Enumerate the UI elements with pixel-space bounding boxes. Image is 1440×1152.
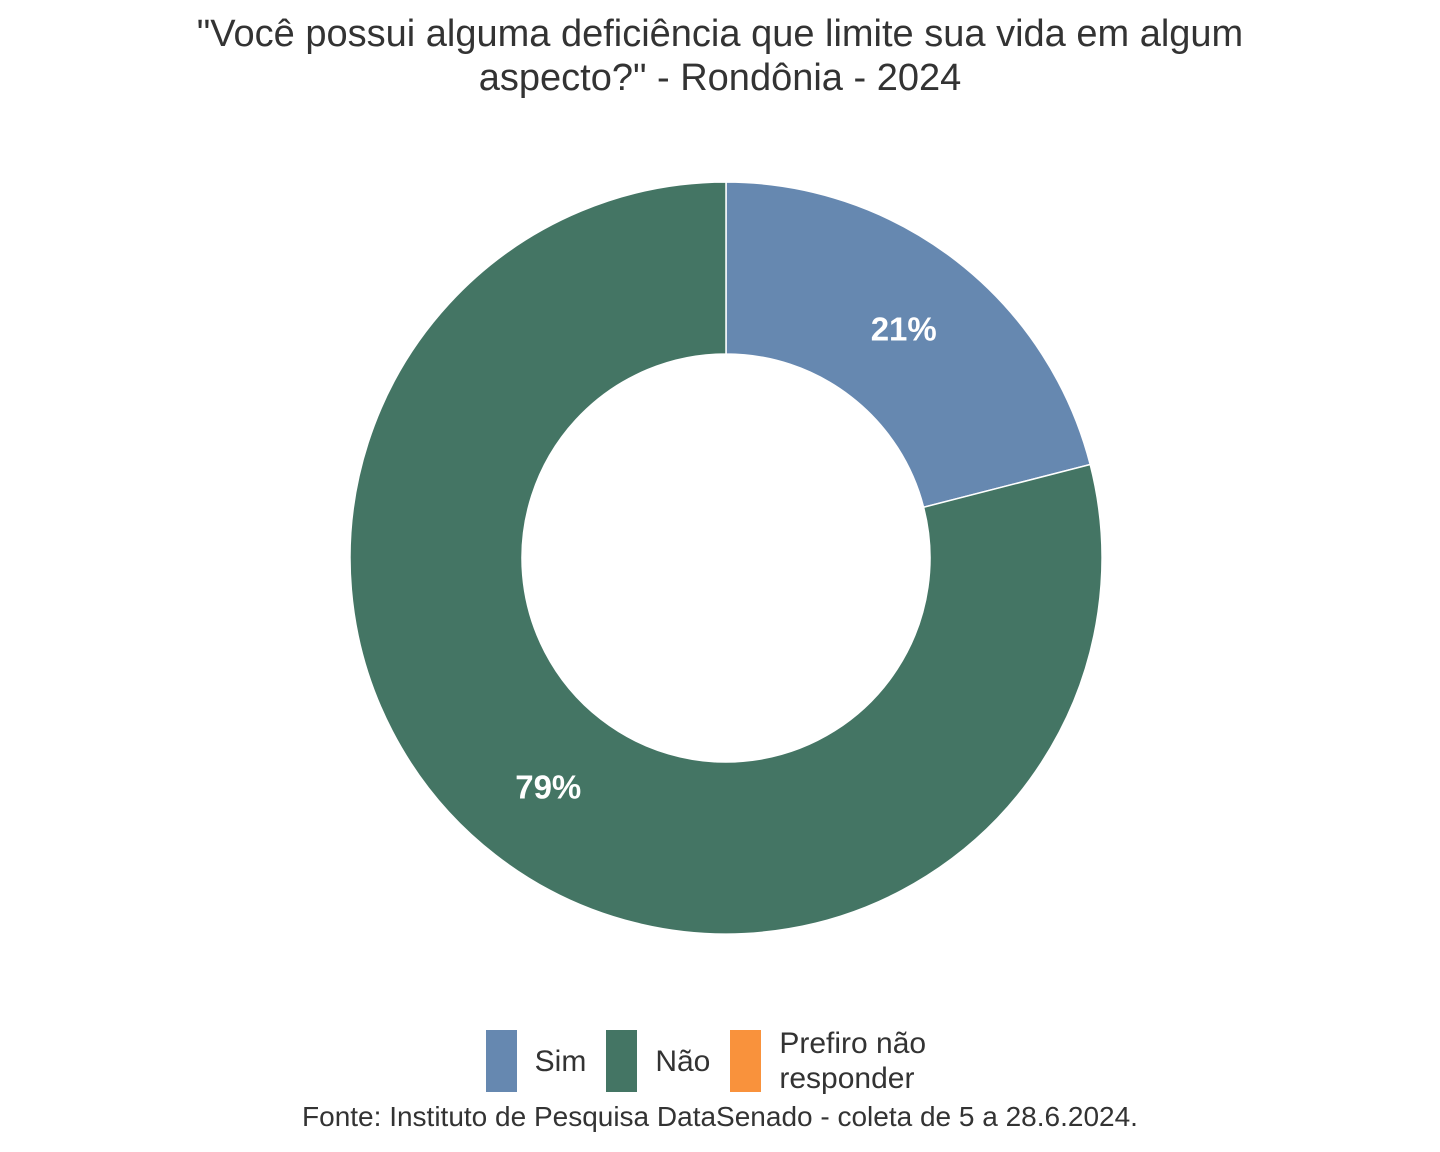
legend-label-nao: Não xyxy=(655,1044,711,1078)
donut-slice-nao xyxy=(349,181,1103,935)
donut-label-sim: 21% xyxy=(871,310,937,347)
donut-slice-sim xyxy=(725,181,1092,509)
chart-legend: Sim Não Prefiro não responder xyxy=(0,1026,1440,1096)
chart-title-line-1: "Você possui alguma deficiência que limi… xyxy=(196,13,1244,55)
legend-item-nao: Não xyxy=(606,1030,710,1092)
legend-item-prefiro-nao-responder: Prefiro não responder xyxy=(730,1026,954,1096)
legend-item-sim: Sim xyxy=(485,1030,587,1092)
legend-label-sim: Sim xyxy=(534,1044,587,1078)
legend-swatch-prefiro-nao-responder xyxy=(730,1030,762,1092)
chart-title: "Você possui alguma deficiência que limi… xyxy=(0,12,1440,100)
donut-chart: 21% 79% xyxy=(349,181,1103,935)
chart-source-note: Fonte: Instituto de Pesquisa DataSenado … xyxy=(302,1101,1138,1132)
donut-label-nao: 79% xyxy=(515,769,581,806)
legend-label-prefiro-nao-responder: Prefiro não responder xyxy=(779,1027,927,1095)
chart-title-line-2: aspecto?" - Rondônia - 2024 xyxy=(478,57,962,99)
legend-swatch-sim xyxy=(485,1030,517,1092)
legend-swatch-nao xyxy=(606,1030,638,1092)
